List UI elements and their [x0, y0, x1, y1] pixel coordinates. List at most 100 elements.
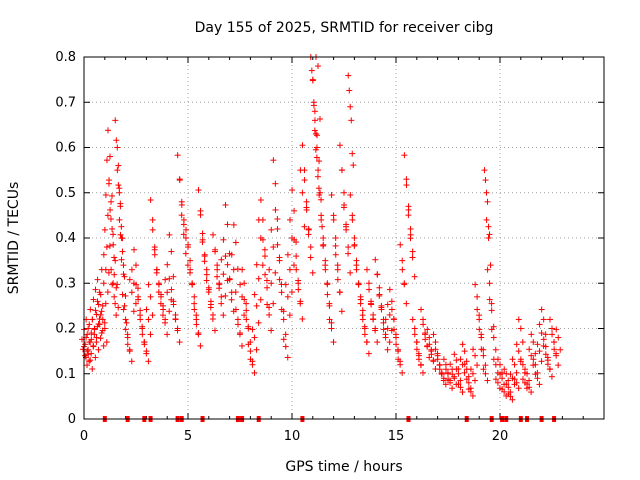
data-point: [149, 312, 156, 319]
data-point: [485, 223, 492, 230]
data-point: [384, 301, 391, 308]
data-point: [345, 72, 352, 79]
data-point: [89, 316, 96, 323]
data-point: [308, 67, 315, 74]
y-axis-label: SRMTID / TECUs: [6, 182, 22, 295]
data-point: [114, 144, 121, 151]
data-point: [118, 256, 125, 263]
data-point: [338, 308, 345, 315]
data-point: [515, 316, 522, 323]
data-point: [426, 341, 433, 348]
data-point: [141, 341, 148, 348]
data-point: [88, 330, 95, 337]
data-point: [112, 300, 119, 307]
data-point: [415, 356, 422, 363]
data-point: [353, 266, 360, 273]
data-point: [426, 354, 433, 361]
data-point: [386, 311, 393, 318]
data-point: [343, 226, 350, 233]
data-point: [478, 334, 485, 341]
data-point: [243, 307, 250, 314]
data-point: [126, 348, 133, 355]
data-point: [305, 226, 312, 233]
data-point: [386, 286, 393, 293]
data-point: [549, 325, 555, 332]
data-point: [149, 226, 156, 233]
data-point: [349, 150, 356, 157]
data-point: [293, 253, 300, 260]
data-point: [102, 300, 109, 307]
data-point: [482, 362, 489, 369]
data-point: [361, 331, 368, 338]
axis-ticks: 0 0.1 0.2 0.3 0.4 0.5 0.6 0.7 0.8 0 5 10 15 20: [55, 50, 604, 444]
data-point: [135, 296, 142, 303]
data-point: [436, 366, 443, 373]
data-point: [309, 77, 316, 84]
data-point: [102, 192, 109, 199]
data-point: [409, 254, 416, 261]
data-point: [347, 103, 354, 110]
data-point: [155, 281, 162, 288]
data-point: [99, 316, 106, 323]
data-point: [345, 244, 352, 251]
data-point: [128, 358, 135, 365]
data-point: [103, 157, 110, 164]
data-point: [334, 266, 341, 273]
data-point: [178, 212, 185, 219]
data-point: [191, 306, 198, 313]
data-point: [211, 327, 218, 334]
data-point: [311, 127, 318, 134]
data-point: [417, 361, 424, 368]
data-point: [112, 117, 119, 124]
data-point: [86, 321, 93, 328]
data-point: [105, 127, 111, 134]
data-point: [511, 376, 518, 383]
data-point: [107, 153, 113, 160]
data-point: [82, 352, 89, 359]
data-point: [103, 339, 110, 346]
data-point: [403, 182, 410, 189]
data-point: [137, 316, 144, 323]
data-point: [315, 185, 322, 192]
data-point: [386, 339, 393, 346]
data-point: [505, 384, 512, 391]
data-point: [443, 366, 449, 373]
data-point: [393, 334, 399, 341]
data-point: [274, 241, 281, 248]
data-point: [166, 231, 173, 238]
data-point: [272, 269, 279, 276]
data-point: [382, 316, 389, 323]
data-point: [131, 246, 137, 253]
data-point: [409, 248, 416, 255]
data-point: [447, 379, 454, 386]
y-tick-label: 0.7: [55, 95, 76, 110]
data-point: [499, 386, 506, 393]
data-point: [96, 321, 103, 328]
data-point: [162, 316, 169, 323]
data-point: [170, 273, 177, 280]
data-point: [474, 362, 481, 369]
data-point: [168, 248, 175, 255]
data-point: [180, 216, 187, 223]
data-point: [93, 334, 100, 341]
data-point: [542, 343, 549, 350]
data-point: [346, 87, 353, 94]
data-point: [549, 331, 556, 338]
data-point: [251, 369, 258, 376]
data-point: [316, 158, 323, 165]
data-point: [174, 325, 181, 332]
data-point: [128, 266, 135, 273]
data-point: [253, 302, 260, 309]
data-point: [401, 280, 408, 287]
data-point: [542, 351, 549, 358]
data-point: [509, 356, 516, 363]
data-point: [193, 321, 200, 328]
data-point: [374, 271, 381, 278]
data-point: [119, 248, 126, 255]
data-point: [261, 253, 268, 260]
data-point: [118, 223, 125, 230]
data-point: [307, 244, 314, 251]
data-point: [191, 293, 198, 300]
data-point: [287, 216, 293, 223]
data-point: [84, 348, 91, 355]
